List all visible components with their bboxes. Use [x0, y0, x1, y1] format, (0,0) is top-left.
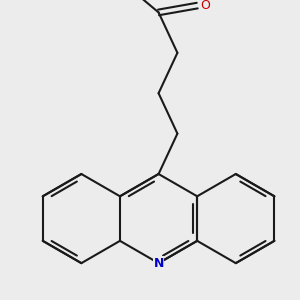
Text: N: N	[153, 256, 164, 270]
Text: O: O	[200, 0, 210, 12]
